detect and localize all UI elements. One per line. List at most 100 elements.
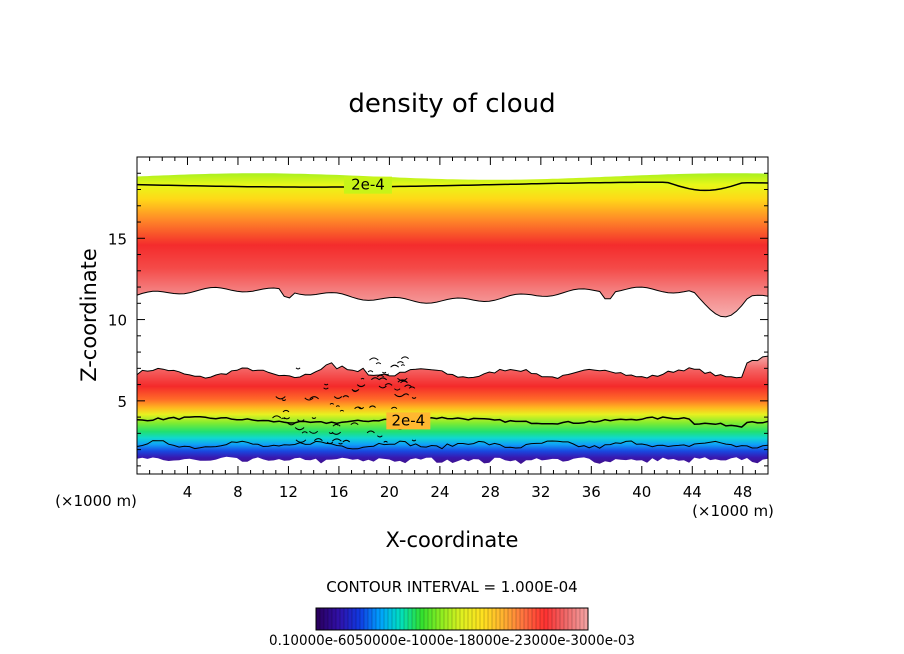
x-tick-label: 44	[683, 483, 702, 501]
turbulence-contour	[369, 357, 379, 361]
turbulence-contour	[309, 396, 319, 400]
contour-label-lower: 2e-4	[391, 411, 425, 429]
x-tick-label: 16	[329, 483, 348, 501]
colorbar-swatch	[380, 608, 385, 630]
colorbar-frame	[315, 607, 589, 631]
colorbar-swatch	[416, 608, 421, 630]
colorbar-swatch	[488, 608, 493, 630]
colorbar-swatch	[372, 608, 377, 630]
contour-line-lower-top	[137, 355, 768, 379]
colorbar-swatch	[316, 608, 321, 630]
colorbar-swatch	[472, 608, 477, 630]
turbulence-contour	[331, 438, 342, 442]
turbulence-contour	[350, 422, 359, 426]
turbulence-contour	[385, 373, 390, 376]
x-tick-label: 28	[481, 483, 500, 501]
turbulence-contours	[272, 356, 417, 445]
colorbar-swatch	[328, 608, 333, 630]
x-tick-label: 36	[582, 483, 601, 501]
turbulence-contour	[400, 356, 409, 360]
colorbar-swatch	[356, 608, 361, 630]
colorbar-swatch	[388, 608, 393, 630]
contour-interval-text: CONTOUR INTERVAL = 1.000E-04	[326, 578, 577, 596]
turbulence-contour	[275, 396, 286, 400]
turbulence-contour	[335, 405, 340, 407]
colorbar-swatch	[580, 608, 585, 630]
colorbar-swatch	[512, 608, 517, 630]
turbulence-contour	[378, 385, 387, 389]
colorbar-swatch	[320, 608, 325, 630]
turbulence-contour	[356, 384, 366, 388]
turbulence-contour	[309, 430, 319, 434]
turbulence-contour	[411, 397, 417, 399]
turbulence-contour	[390, 364, 400, 368]
colorbar-swatch	[540, 608, 545, 630]
upper-cloud-band	[137, 173, 768, 317]
turbulence-contour	[342, 395, 350, 398]
colorbar-swatch	[396, 608, 401, 630]
colorbar-swatch	[436, 608, 441, 630]
colorbar-swatch	[572, 608, 577, 630]
colorbar-swatch	[444, 608, 449, 630]
colorbar-swatch	[456, 608, 461, 630]
colorbar-swatch	[504, 608, 509, 630]
turbulence-contour	[326, 441, 334, 445]
contour-label-background-upper	[343, 176, 392, 194]
turbulence-contour	[394, 393, 405, 398]
colorbar-swatch	[556, 608, 561, 630]
turbulence-contour	[375, 362, 382, 365]
turbulence-contour	[382, 371, 387, 374]
turbulence-contour	[334, 423, 339, 426]
colorbar-swatch	[428, 608, 433, 630]
colorbar-swatch	[360, 608, 365, 630]
turbulence-contour	[404, 384, 412, 388]
turbulence-contour	[329, 403, 335, 405]
y-tick-label: 5	[117, 393, 127, 411]
colorbar	[315, 608, 589, 630]
turbulence-contour	[367, 370, 374, 373]
turbulence-contour	[411, 439, 417, 442]
turbulence-contour	[295, 367, 301, 370]
colorbar-swatch	[460, 608, 465, 630]
turbulence-contour	[384, 383, 393, 386]
turbulence-contour	[400, 380, 408, 384]
turbulence-contour	[311, 417, 317, 419]
colorbar-swatch	[576, 608, 581, 630]
turbulence-contour	[400, 364, 405, 366]
turbulence-contour	[408, 386, 416, 389]
y-tick-label: 15	[108, 230, 127, 248]
colorbar-swatch	[432, 608, 437, 630]
turbulence-contour	[281, 417, 286, 420]
colorbar-swatch	[564, 608, 569, 630]
colorbar-swatch	[368, 608, 373, 630]
x-tick-label: 20	[380, 483, 399, 501]
turbulence-contour	[323, 387, 329, 390]
turbulence-contour	[313, 438, 323, 442]
colorbar-swatch	[476, 608, 481, 630]
turbulence-contour	[378, 377, 388, 381]
turbulence-contour	[376, 435, 383, 438]
y-axis-label: Z-coordinate	[77, 248, 101, 382]
turbulence-contour	[391, 406, 398, 409]
colorbar-swatch	[560, 608, 565, 630]
turbulence-contour	[339, 409, 345, 412]
colorbar-swatch	[584, 608, 589, 630]
colorbar-swatch	[324, 608, 329, 630]
y-tick-label: 10	[108, 312, 127, 330]
colorbar-swatch	[404, 608, 409, 630]
contour-line-upper-top	[137, 181, 768, 192]
colorbar-swatch	[440, 608, 445, 630]
contour-label-background-lower	[386, 412, 431, 430]
colorbar-swatch	[400, 608, 405, 630]
contour-label-upper: 2e-4	[351, 176, 385, 194]
colorbar-swatch	[332, 608, 337, 630]
x-unit-label-left: (×1000 m)	[55, 492, 137, 510]
turbulence-contour	[281, 399, 287, 401]
turbulence-contour	[354, 406, 362, 410]
turbulence-contour	[383, 440, 388, 443]
colorbar-swatch	[492, 608, 497, 630]
colorbar-swatch	[500, 608, 505, 630]
colorbar-swatch	[424, 608, 429, 630]
colorbar-swatch	[452, 608, 457, 630]
